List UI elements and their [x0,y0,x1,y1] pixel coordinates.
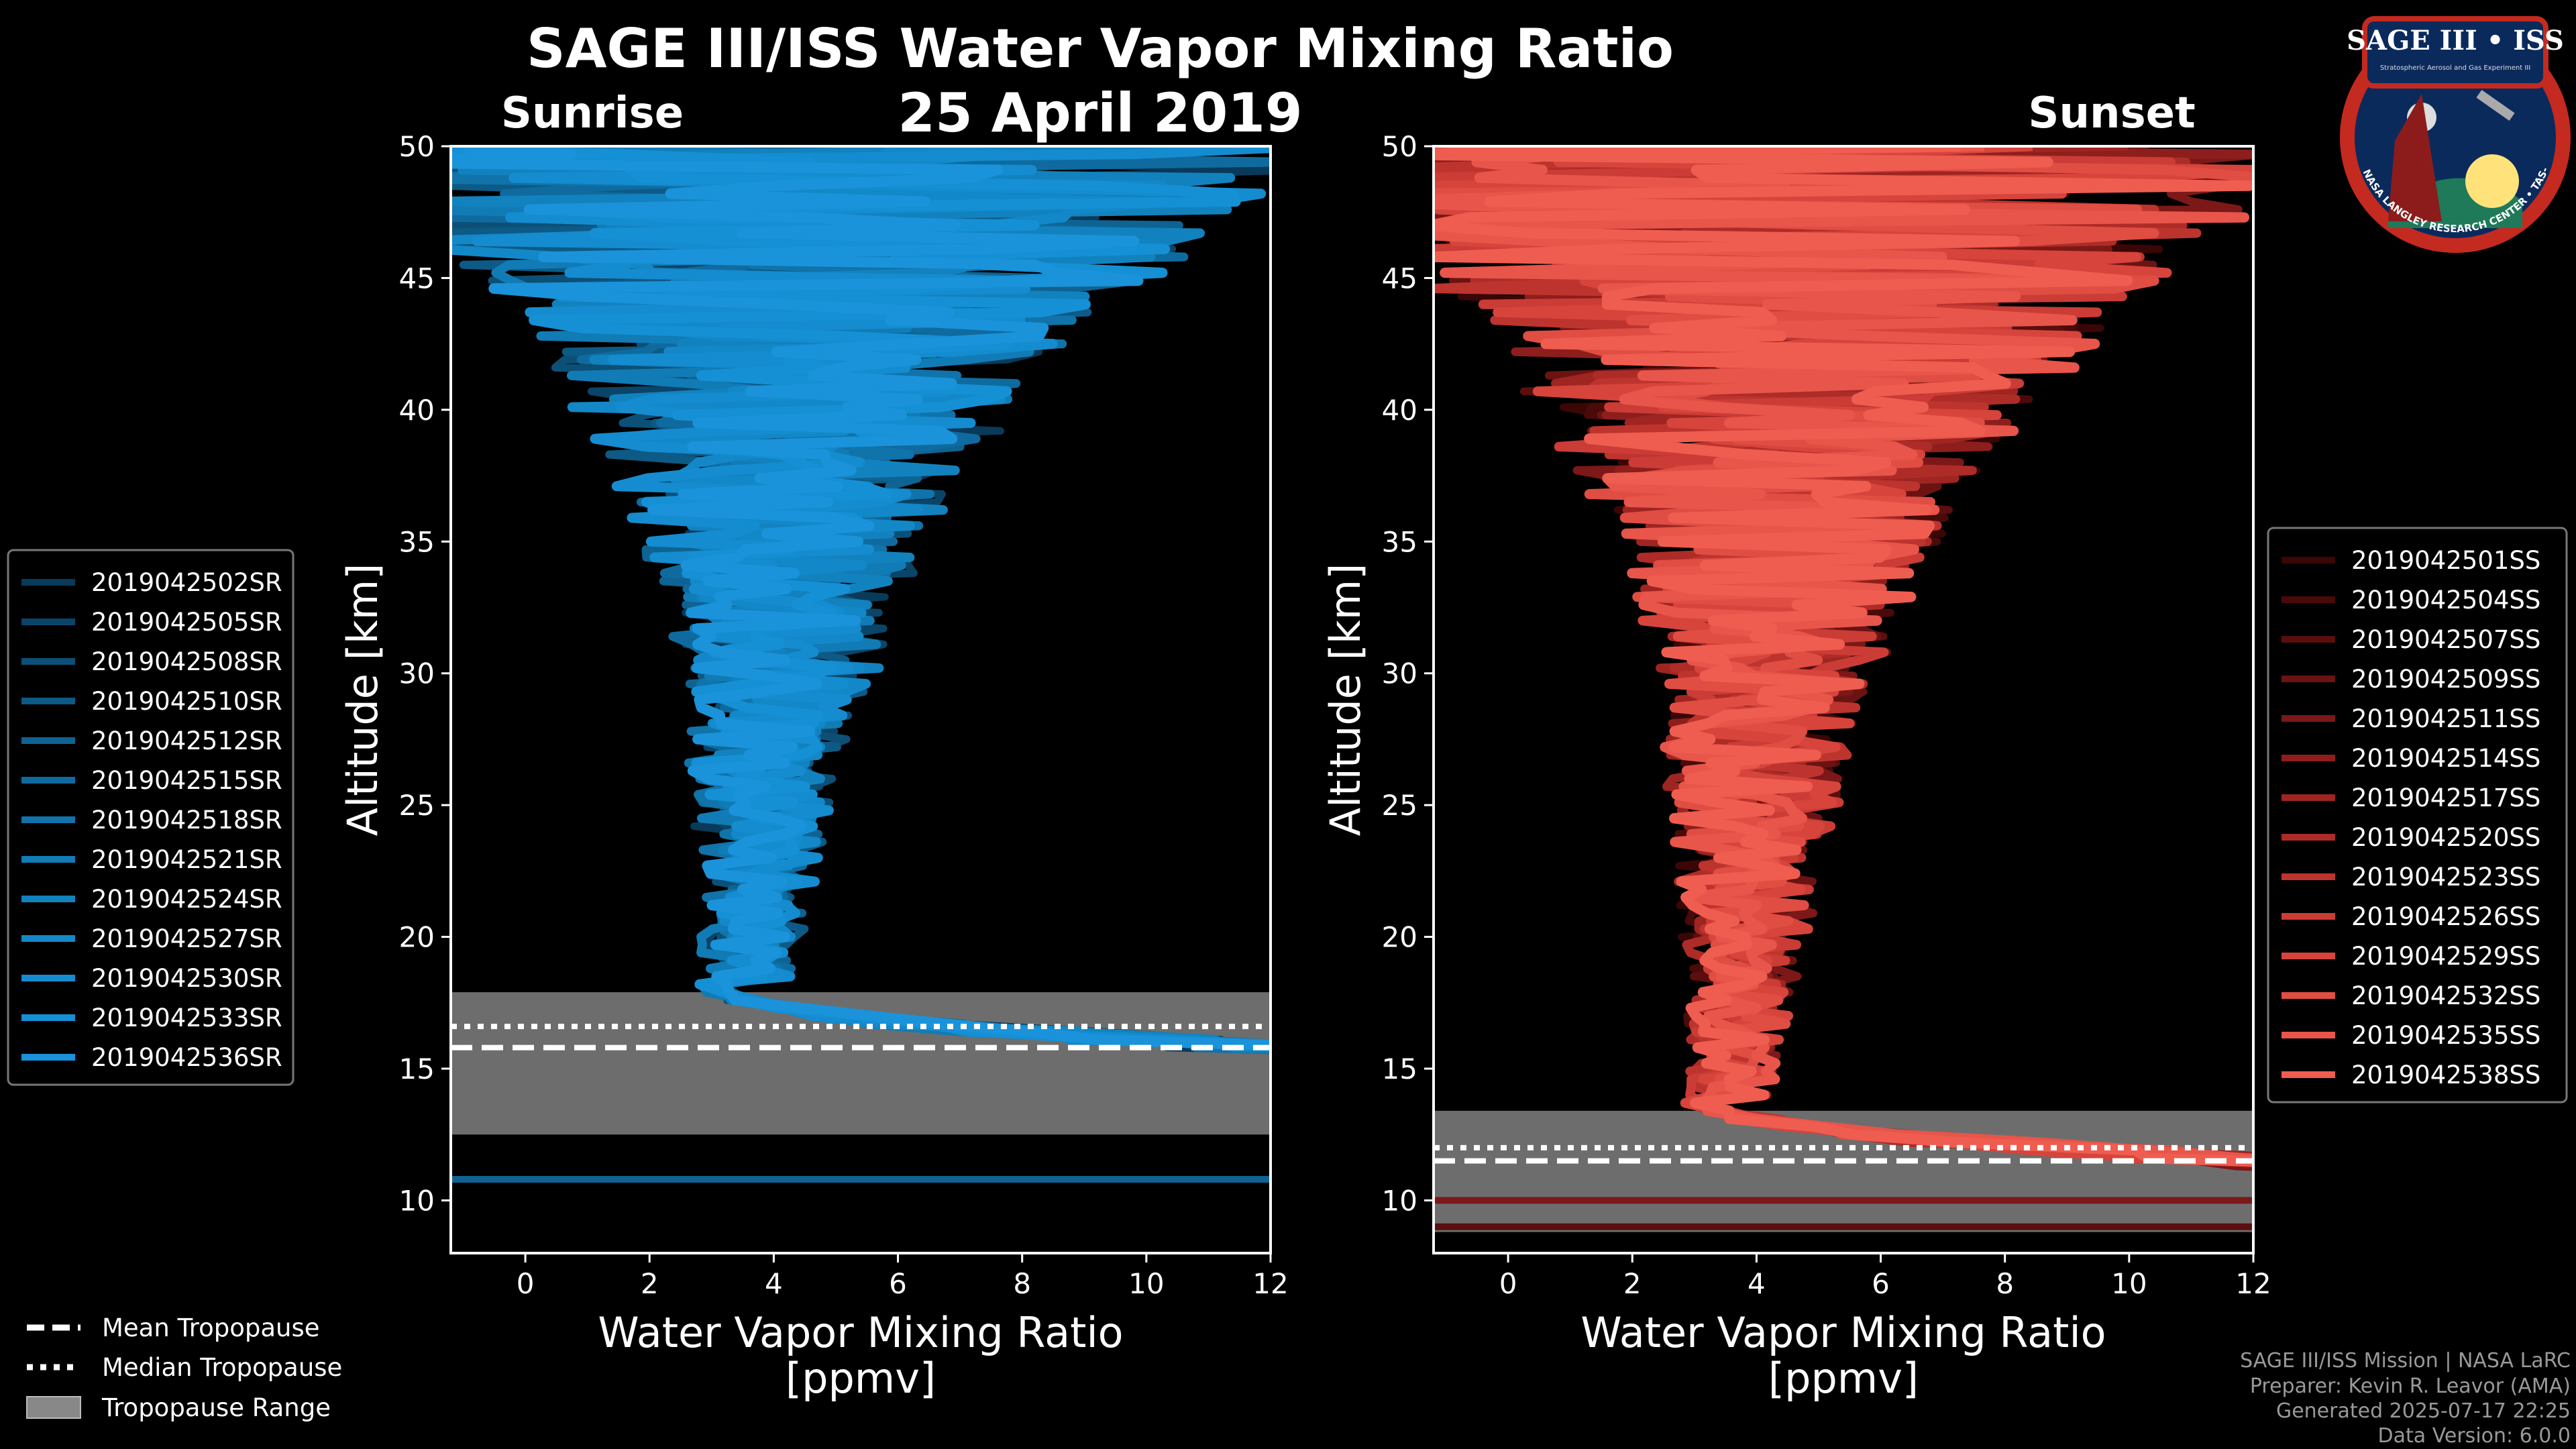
sunset-xtick-label: 10 [2111,1267,2147,1300]
sunrise-xtick-label: 10 [1128,1267,1164,1300]
credit-mission: SAGE III/ISS Mission | NASA LaRC [2240,1349,2571,1373]
sunrise-legend-label: 2019042505SR [91,608,282,637]
sunset-legend: 2019042501SS 2019042504SS 2019042507SS 2019… [2267,527,2568,1104]
credit-generated: Generated 2025-07-17 22:25 [2276,1399,2571,1423]
sunrise-legend-label: 2019042530SR [91,964,282,993]
sunset-profiles [1434,146,2253,1230]
sunrise-ytick-label: 50 [399,130,435,163]
sunset-xlabel: [ppmv] [1768,1354,1919,1403]
sunrise-ytick-label: 45 [399,262,435,294]
sunset-profile-2019042538SS [1434,146,2253,1167]
credit-data-version: Data Version: 6.0.0 [2378,1424,2571,1448]
sunset-legend-label: 2019042529SS [2351,942,2540,971]
sunset-ytick-label: 15 [1382,1053,1417,1085]
sunset-ytick-label: 25 [1382,789,1417,822]
sunset-xtick-label: 12 [2235,1267,2271,1300]
sunset-xtick-label: 4 [1748,1267,1766,1300]
sunset-legend-label: 2019042514SS [2351,744,2540,773]
sunrise-legend-label: 2019042536SR [91,1043,282,1072]
sunset-ytick-label: 30 [1382,657,1417,690]
logo-subtitle: Stratospheric Aerosol and Gas Experiment… [2380,64,2530,72]
sunrise-xtick-label: 12 [1252,1267,1288,1300]
logo-title: SAGE III • ISS [2347,25,2564,56]
sunrise-frame [449,145,1272,1254]
legend-tropopause-range-label: Tropopause Range [101,1393,331,1422]
sunset-ytick-label: 35 [1382,525,1417,558]
sunset-ytick-label: 45 [1382,262,1417,294]
sunrise-xtick-label: 0 [517,1267,535,1300]
sunrise-legend-label: 2019042508SR [91,647,282,676]
sunrise-ylabel: Altitude [km] [338,564,387,837]
sunrise-ytick-label: 25 [399,789,435,822]
sunset-ytick-label: 10 [1382,1184,1417,1217]
series-legends: 2019042502SR 2019042505SR 2019042508SR 2019… [7,527,2568,1104]
sunrise-panel: 0 2 4 6 8 10 12 10 15 20 25 30 35 40 45 50 Water Vapor M… [338,89,1289,1403]
sunrise-legend-label: 2019042524SR [91,885,282,914]
sunrise-xtick-label: 2 [641,1267,659,1300]
sunset-legend-box [2267,527,2568,1104]
sunrise-profile-2019042536SR [451,146,1271,1051]
sunset-xtick-label: 2 [1623,1267,1642,1300]
sunrise-legend-label: 2019042512SR [91,727,282,755]
credits: SAGE III/ISS Mission | NASA LaRC Prepare… [2240,1349,2571,1448]
figure-date: 25 April 2019 [898,82,1302,144]
sunrise-legend-label: 2019042527SR [91,924,282,953]
sunset-xtick-label: 0 [1499,1267,1517,1300]
sunrise-legend-label: 2019042533SR [91,1004,282,1032]
sunrise-ytick-label: 15 [399,1053,435,1085]
sunrise-legend-label: 2019042510SR [91,687,282,716]
sunset-xtick-label: 8 [1996,1267,2014,1300]
sunrise-legend-label: 2019042521SR [91,845,282,874]
sunset-xlabel: Water Vapor Mixing Ratio [1580,1308,2106,1357]
sunset-ytick-label: 20 [1382,921,1417,954]
sunset-legend-label: 2019042532SS [2351,981,2540,1010]
tropopause-legend: Mean Tropopause Median Tropopause Tropop… [26,1313,342,1422]
sunset-legend-label: 2019042504SS [2351,586,2540,614]
sunset-panel-title: Sunset [2028,89,2195,138]
sunrise-ytick-label: 40 [399,394,435,427]
figure-title: SAGE III/ISS Water Vapor Mixing Ratio [527,17,1674,80]
sunset-frame [1432,145,2255,1254]
sunset-legend-label: 2019042538SS [2351,1061,2540,1089]
sunset-profile-2019042535SS [1434,146,2253,1164]
sunset-legend-label: 2019042511SS [2351,704,2540,733]
sunset-legend-label: 2019042517SS [2351,784,2540,812]
sunrise-legend-label: 2019042502SR [91,568,282,597]
sunrise-legend-label: 2019042515SR [91,766,282,795]
sunrise-legend: 2019042502SR 2019042505SR 2019042508SR 2019… [7,549,294,1086]
sunset-ytick-label: 40 [1382,394,1417,427]
sunset-legend-label: 2019042526SS [2351,902,2540,931]
sunset-panel: 0 2 4 6 8 10 12 10 15 20 25 30 35 40 45 50 Water Vapor M… [1321,89,2271,1403]
sunset-legend-label: 2019042535SS [2351,1021,2540,1050]
sunrise-xlabel: [ppmv] [786,1354,936,1403]
sunrise-ytick-label: 35 [399,525,435,558]
sunset-ytick-label: 50 [1382,130,1417,163]
sunset-legend-label: 2019042520SS [2351,823,2540,852]
sunset-legend-label: 2019042501SS [2351,546,2540,575]
sunrise-profiles [451,146,1271,1183]
credit-preparer: Preparer: Kevin R. Leavor (AMA) [2250,1375,2571,1398]
sunrise-legend-box [7,549,294,1086]
sunset-xtick-label: 6 [1872,1267,1890,1300]
sunrise-xtick-label: 4 [765,1267,783,1300]
sunset-ylabel: Altitude [km] [1321,564,1370,837]
sunrise-legend-label: 2019042518SR [91,806,282,835]
sunset-legend-label: 2019042507SS [2351,625,2540,654]
sunrise-panel-title: Sunrise [501,89,684,138]
legend-median-tropopause-label: Median Tropopause [102,1353,342,1382]
sunrise-xtick-label: 8 [1013,1267,1031,1300]
sunset-legend-label: 2019042509SS [2351,665,2540,694]
legend-mean-tropopause-label: Mean Tropopause [102,1313,320,1342]
sunrise-ytick-label: 10 [399,1184,435,1217]
sunrise-ytick-label: 30 [399,657,435,690]
legend-tropopause-range-patch [26,1396,81,1419]
sunrise-ytick-label: 20 [399,921,435,954]
sunrise-xlabel: Water Vapor Mixing Ratio [598,1308,1123,1357]
sunrise-xtick-label: 6 [889,1267,907,1300]
sunset-legend-label: 2019042523SS [2351,863,2540,892]
